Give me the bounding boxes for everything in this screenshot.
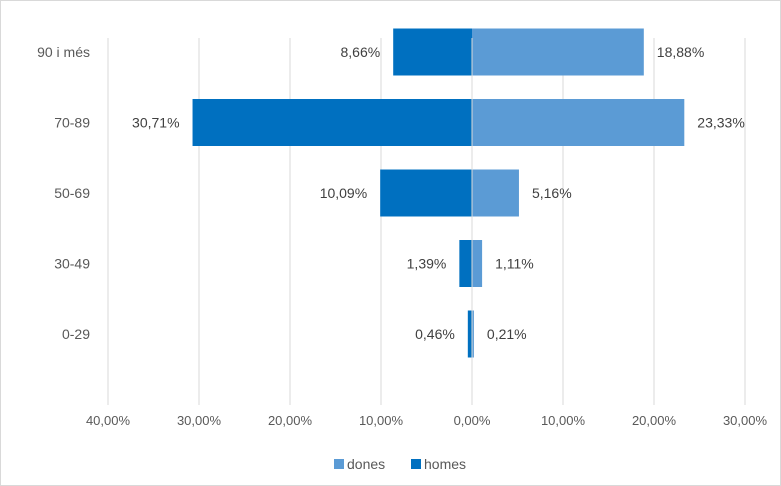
bar-homes bbox=[192, 99, 472, 146]
bar-homes bbox=[380, 169, 472, 217]
data-label-homes: 30,71% bbox=[132, 115, 179, 131]
data-label-dones: 5,16% bbox=[532, 185, 572, 201]
category-axis-labels: 0-29 30-49 50-69 70-89 90 i més bbox=[37, 44, 90, 342]
bar-dones bbox=[472, 169, 519, 217]
legend-label-dones: dones bbox=[347, 456, 385, 472]
bar-homes bbox=[467, 310, 472, 358]
x-tick-label: 20,00% bbox=[268, 413, 313, 428]
legend-swatch-dones bbox=[334, 459, 344, 469]
data-label-homes: 10,09% bbox=[320, 185, 367, 201]
x-tick-label: 10,00% bbox=[541, 413, 586, 428]
bar-dones bbox=[472, 310, 474, 358]
bar-dones bbox=[472, 28, 644, 76]
x-tick-label: 30,00% bbox=[723, 413, 768, 428]
category-label: 90 i més bbox=[37, 44, 90, 60]
data-label-homes: 8,66% bbox=[340, 44, 380, 60]
legend-label-homes: homes bbox=[424, 456, 466, 472]
data-label-dones: 1,11% bbox=[495, 256, 534, 272]
value-axis-tick-labels: 40,00% 30,00% 20,00% 10,00% 0,00% 10,00% 20,00… bbox=[86, 413, 768, 428]
data-label-homes: 0,46% bbox=[415, 326, 455, 342]
data-label-dones: 0,21% bbox=[487, 326, 527, 342]
x-tick-label: 40,00% bbox=[86, 413, 131, 428]
bar-homes bbox=[393, 28, 472, 76]
data-label-dones: 23,33% bbox=[697, 115, 744, 131]
category-label: 50-69 bbox=[54, 185, 90, 201]
x-tick-label: 30,00% bbox=[177, 413, 222, 428]
bar-series bbox=[192, 28, 685, 358]
category-label: 0-29 bbox=[62, 326, 90, 342]
category-label: 70-89 bbox=[54, 115, 90, 131]
bar-dones bbox=[472, 99, 685, 146]
x-tick-label: 0,00% bbox=[454, 413, 491, 428]
x-tick-label: 20,00% bbox=[632, 413, 677, 428]
legend-swatch-homes bbox=[411, 459, 421, 469]
data-label-homes: 1,39% bbox=[407, 256, 447, 272]
legend: dones homes bbox=[334, 456, 466, 472]
data-labels: 0,21% 1,11% 5,16% 23,33% 18,88% 0,46% 1,39% 10,… bbox=[132, 44, 745, 342]
x-tick-label: 10,00% bbox=[359, 413, 404, 428]
data-label-dones: 18,88% bbox=[657, 44, 704, 60]
bar-dones bbox=[472, 240, 483, 287]
bar-homes bbox=[459, 240, 472, 287]
category-label: 30-49 bbox=[54, 256, 90, 272]
